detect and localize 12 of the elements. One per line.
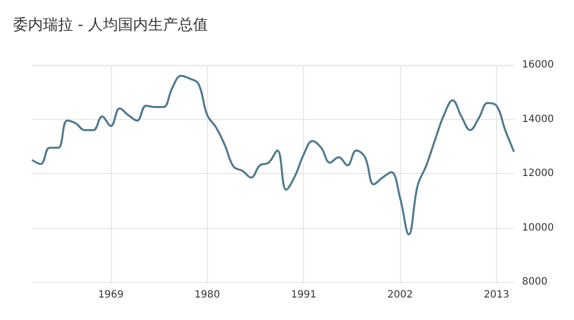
x-tick-label: 2002 — [387, 290, 413, 300]
y-tick-label: 16000 — [522, 60, 554, 70]
x-tick-label: 1969 — [98, 290, 124, 300]
line-series — [31, 74, 515, 236]
y-tick-label: 8000 — [522, 276, 548, 288]
chart-title: 委内瑞拉 - 人均国内生产总值 — [13, 16, 208, 34]
y-tick-label: 10000 — [522, 222, 554, 234]
y-tick-label: 14000 — [522, 114, 554, 125]
x-tick-label: 1991 — [290, 290, 316, 300]
x-tick-label: 2013 — [484, 290, 510, 300]
y-tick-label: 12000 — [522, 168, 554, 179]
x-tick-label: 1980 — [194, 290, 220, 300]
